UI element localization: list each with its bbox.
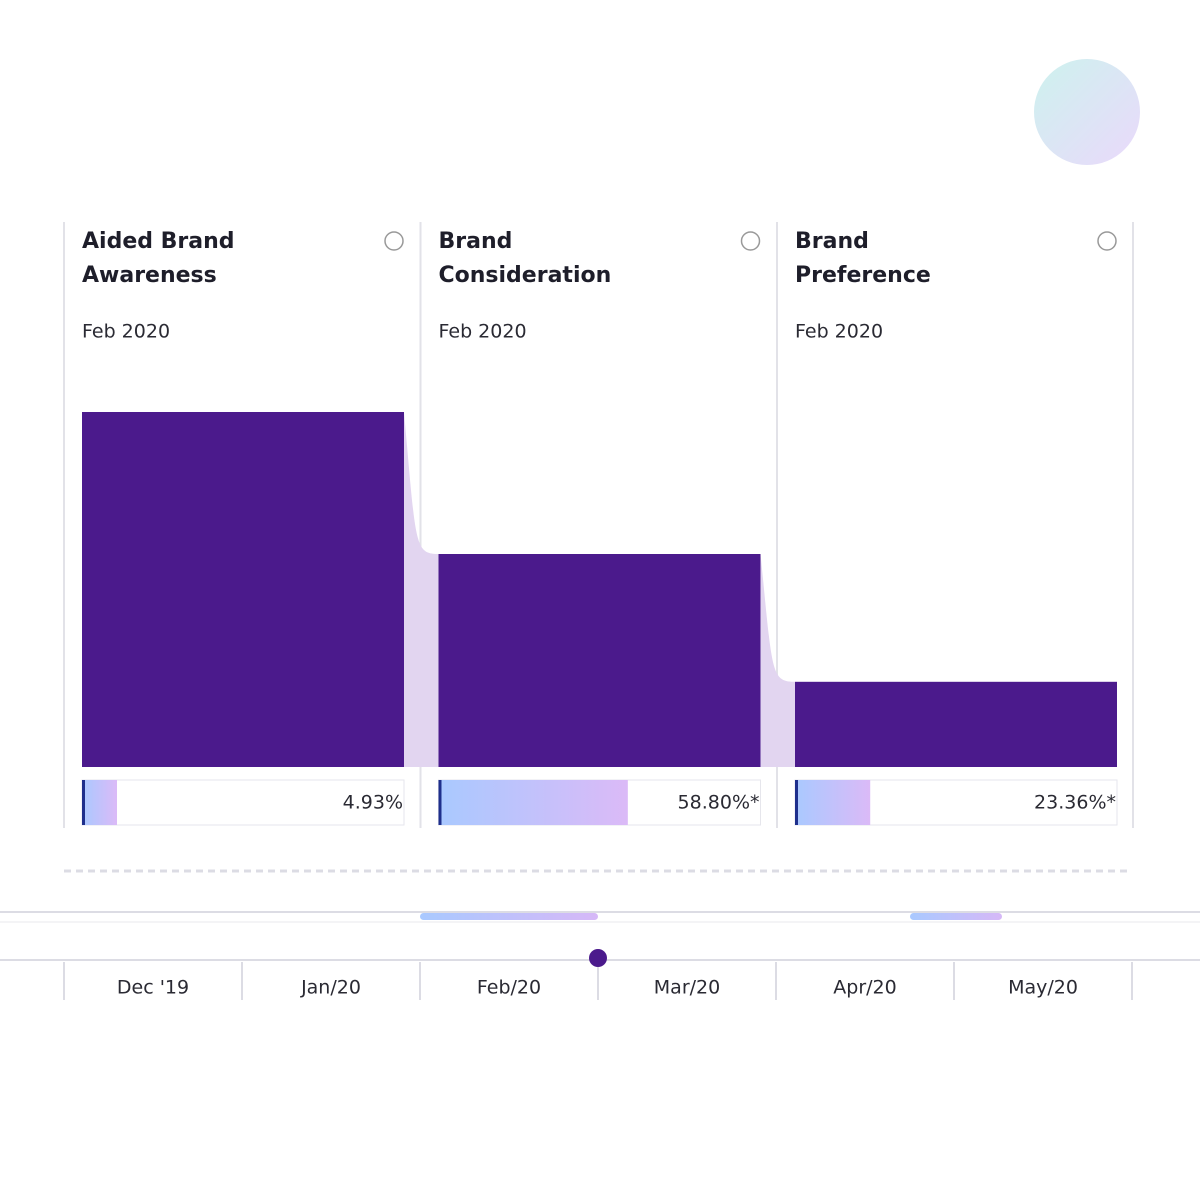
progress-edge — [438, 780, 442, 825]
progress-fill — [795, 780, 871, 825]
funnel-connector — [760, 554, 795, 767]
progress-edge — [795, 780, 798, 825]
card-title: Aided Brand — [82, 229, 235, 254]
month-label[interactable]: Dec '19 — [117, 977, 189, 999]
percent-label: 23.36%* — [1034, 792, 1116, 814]
range-highlight — [420, 913, 598, 920]
funnel-bar — [795, 681, 1117, 767]
month-label[interactable]: Mar/20 — [654, 977, 720, 999]
card-period: Feb 2020 — [795, 321, 883, 343]
info-icon[interactable] — [740, 231, 761, 251]
percent-label: 58.80%* — [678, 792, 760, 814]
card-title: Preference — [795, 263, 931, 288]
card-period: Feb 2020 — [82, 321, 170, 343]
cards: Aided Brand Awareness Feb 2020 4.93% Brand Co… — [63, 222, 1134, 828]
month-label[interactable]: Jan/20 — [300, 977, 361, 999]
funnel-bar — [82, 412, 404, 767]
card-title: Brand — [795, 229, 869, 254]
month-label[interactable]: May/20 — [1008, 977, 1078, 999]
funnel-bar — [438, 554, 761, 767]
progress-edge — [82, 780, 85, 825]
progress-track — [81, 779, 405, 826]
card-title: Awareness — [82, 263, 217, 288]
card-period: Feb 2020 — [439, 321, 527, 343]
current-marker[interactable] — [589, 949, 607, 967]
decor-orb — [1034, 59, 1140, 165]
month-label[interactable]: Apr/20 — [833, 977, 896, 999]
timeline: Dec '19 Jan/20 Feb/20 Mar/20 Apr/20 May/20 — [63, 962, 1133, 1000]
info-icon[interactable] — [1097, 231, 1117, 251]
range-highlight — [910, 913, 1002, 920]
month-label[interactable]: Feb/20 — [477, 977, 541, 999]
percent-label: 4.93% — [343, 792, 403, 814]
progress-fill — [438, 780, 628, 825]
funnel-connector — [404, 412, 439, 767]
progress-fill — [82, 780, 117, 825]
info-icon[interactable] — [384, 231, 404, 251]
card-title: Consideration — [439, 263, 612, 288]
card-title: Brand — [439, 229, 513, 254]
